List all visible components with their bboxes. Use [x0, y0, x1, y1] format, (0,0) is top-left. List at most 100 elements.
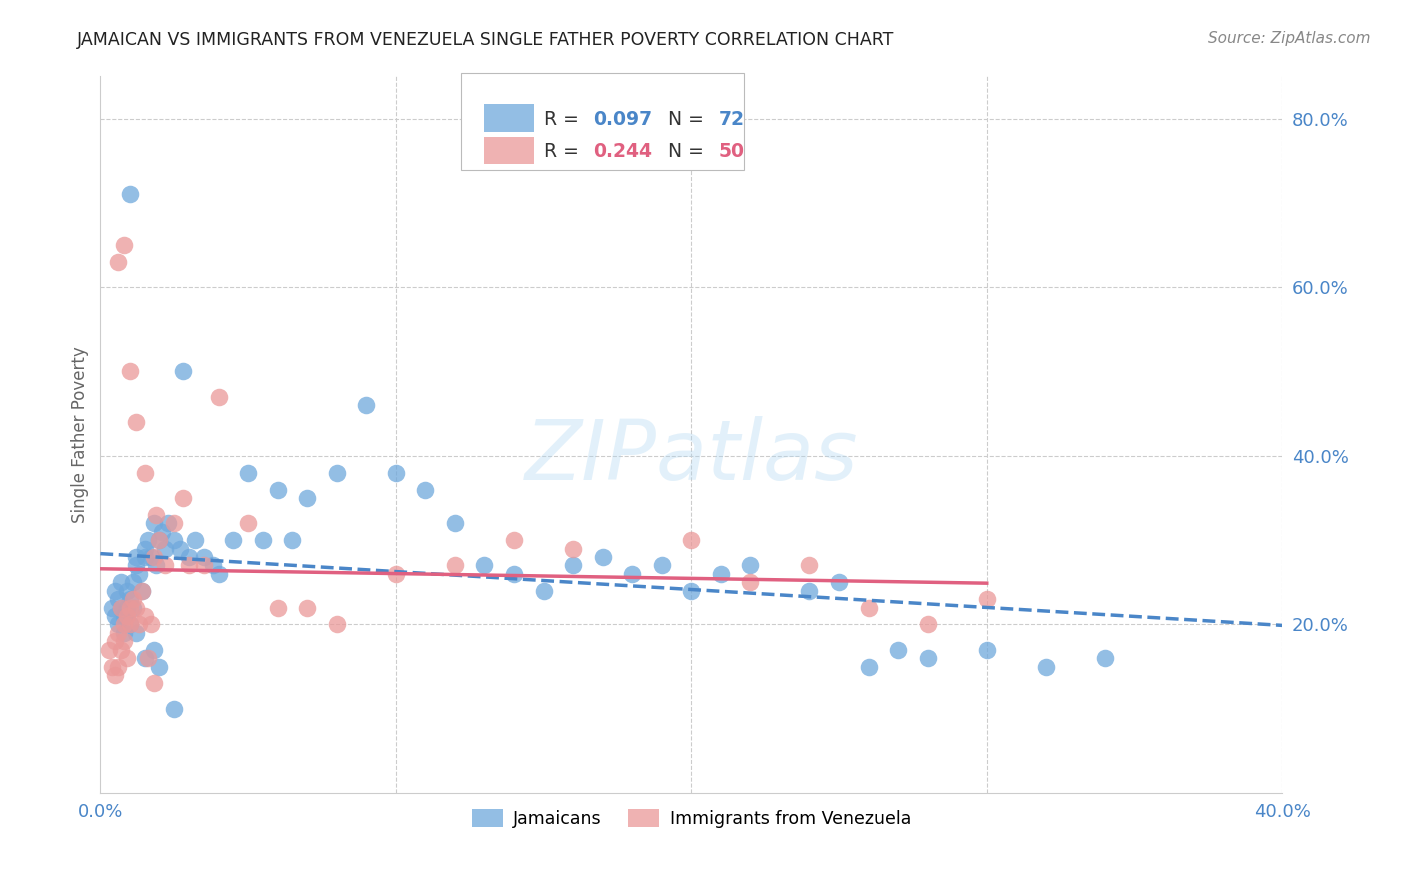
Point	[710, 566, 733, 581]
Point	[131, 583, 153, 598]
Point	[177, 558, 200, 573]
Point	[222, 533, 245, 547]
Point	[118, 600, 141, 615]
Point	[169, 541, 191, 556]
Point	[236, 466, 259, 480]
Point	[125, 415, 148, 429]
Point	[385, 466, 408, 480]
Point	[1094, 651, 1116, 665]
Point	[266, 600, 288, 615]
Point	[356, 398, 378, 412]
Text: 50: 50	[718, 142, 744, 161]
Point	[155, 541, 177, 556]
Point	[139, 617, 162, 632]
Point	[134, 549, 156, 564]
Point	[142, 549, 165, 564]
Point	[148, 533, 170, 547]
Point	[134, 651, 156, 665]
Point	[125, 558, 148, 573]
Point	[107, 617, 129, 632]
Point	[740, 575, 762, 590]
Point	[104, 634, 127, 648]
Point	[125, 625, 148, 640]
Point	[444, 516, 467, 531]
Point	[177, 549, 200, 564]
Point	[142, 516, 165, 531]
Point	[118, 592, 141, 607]
Point	[976, 642, 998, 657]
Point	[142, 676, 165, 690]
Point	[207, 566, 229, 581]
Point	[107, 659, 129, 673]
Point	[110, 600, 132, 615]
Point	[107, 255, 129, 269]
Point	[681, 533, 703, 547]
Point	[163, 533, 186, 547]
Point	[107, 625, 129, 640]
Point	[592, 549, 614, 564]
Point	[118, 617, 141, 632]
Point	[201, 558, 224, 573]
Text: R =: R =	[544, 110, 585, 129]
Point	[740, 558, 762, 573]
Point	[110, 600, 132, 615]
FancyBboxPatch shape	[485, 136, 534, 164]
Point	[799, 583, 821, 598]
Point	[112, 609, 135, 624]
Legend: Jamaicans, Immigrants from Venezuela: Jamaicans, Immigrants from Venezuela	[464, 802, 918, 835]
Point	[163, 702, 186, 716]
Point	[101, 659, 124, 673]
Point	[131, 583, 153, 598]
Point	[104, 583, 127, 598]
Point	[266, 483, 288, 497]
Point	[142, 642, 165, 657]
Point	[207, 390, 229, 404]
Point	[121, 600, 143, 615]
Point	[148, 659, 170, 673]
Point	[295, 491, 318, 505]
Point	[172, 491, 194, 505]
Point	[887, 642, 910, 657]
Point	[112, 617, 135, 632]
Point	[118, 187, 141, 202]
Text: ZIPatlas: ZIPatlas	[524, 416, 858, 497]
Point	[115, 600, 138, 615]
Point	[152, 524, 174, 539]
Text: N =: N =	[655, 110, 710, 129]
Point	[104, 668, 127, 682]
Point	[651, 558, 673, 573]
Text: R =: R =	[544, 142, 585, 161]
Point	[1035, 659, 1057, 673]
Point	[134, 466, 156, 480]
Point	[139, 549, 162, 564]
Point	[172, 364, 194, 378]
Text: 0.244: 0.244	[593, 142, 652, 161]
Point	[415, 483, 437, 497]
Point	[444, 558, 467, 573]
Point	[858, 600, 880, 615]
Point	[98, 642, 121, 657]
Point	[155, 558, 177, 573]
Point	[193, 549, 215, 564]
Point	[125, 549, 148, 564]
Point	[917, 617, 939, 632]
FancyBboxPatch shape	[485, 104, 534, 132]
Text: 72: 72	[718, 110, 744, 129]
Point	[503, 533, 526, 547]
Point	[136, 651, 159, 665]
Point	[110, 575, 132, 590]
Point	[799, 558, 821, 573]
Point	[295, 600, 318, 615]
Point	[104, 609, 127, 624]
Point	[110, 642, 132, 657]
Point	[115, 583, 138, 598]
Point	[134, 609, 156, 624]
Point	[621, 566, 644, 581]
Text: N =: N =	[655, 142, 710, 161]
Point	[385, 566, 408, 581]
Point	[115, 651, 138, 665]
Point	[681, 583, 703, 598]
Point	[236, 516, 259, 531]
Point	[828, 575, 851, 590]
Point	[163, 516, 186, 531]
